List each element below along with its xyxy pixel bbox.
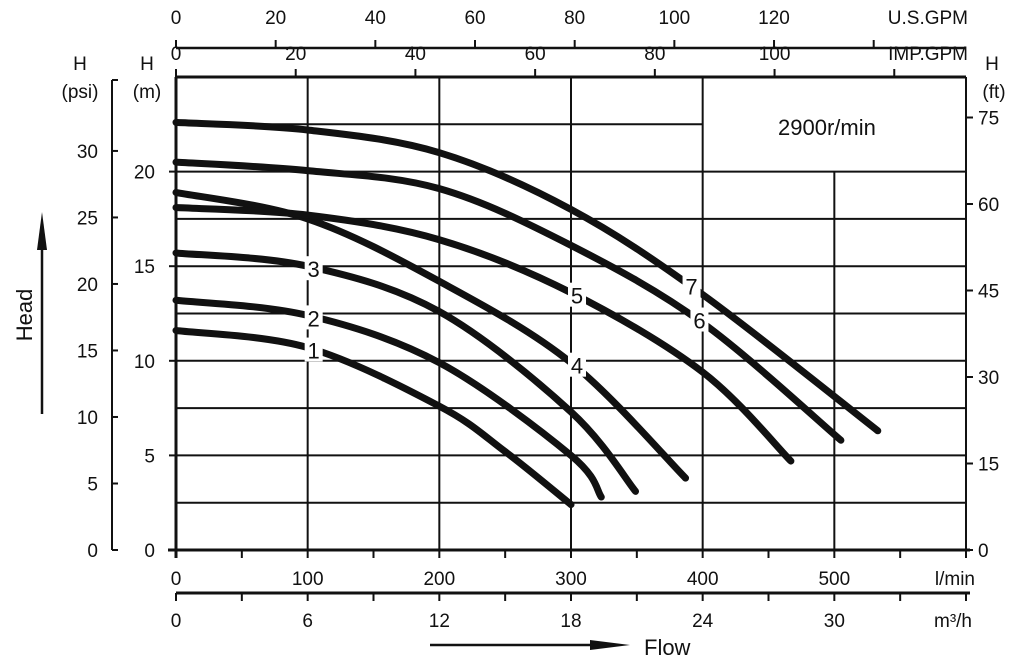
curve-2: [172, 296, 605, 501]
y-tick-label-psi: 20: [77, 275, 98, 296]
y-tick-label-psi: 15: [77, 341, 98, 362]
chart-title: 2900r/min: [778, 115, 876, 140]
y-tick-label-psi: 25: [77, 208, 98, 229]
y-tick-label-ft: 60: [978, 195, 999, 216]
curve-label-bg: [568, 282, 586, 307]
x-tick-label-m3h: 18: [560, 611, 581, 632]
curve-label-bg: [682, 273, 701, 298]
x-tick-label-impgpm: 80: [644, 44, 665, 65]
curve-label-7: 7: [685, 275, 697, 300]
y-tick-label-ft: 0: [978, 541, 989, 562]
curve-label-2: 2: [308, 306, 320, 331]
y-tick-label-psi: 30: [77, 142, 98, 163]
x-axis-unit-m3h: m³/h: [934, 611, 972, 632]
x-tick-label-usgpm: 20: [265, 8, 286, 29]
y-tick-label-ft: 30: [978, 368, 999, 389]
y-tick-label-m: 5: [144, 446, 155, 467]
y-tick-label-m: 15: [134, 257, 155, 278]
curve-label-4: 4: [571, 354, 583, 379]
y-tick-label-psi: 0: [87, 541, 98, 562]
x-tick-label-lmin: 100: [292, 569, 324, 590]
curve-7: [172, 118, 882, 435]
y-tick-label-m: 10: [134, 352, 155, 373]
x-tick-label-usgpm: 40: [365, 8, 386, 29]
y-tick-label-ft: 15: [978, 454, 999, 475]
curve-label-5: 5: [571, 284, 583, 309]
y-tick-label-m: 0: [144, 541, 155, 562]
curve-3: [172, 249, 640, 495]
x-tick-label-m3h: 24: [692, 611, 714, 632]
x-tick-label-impgpm: 100: [759, 44, 791, 65]
x-tick-label-m3h: 12: [429, 611, 450, 632]
y-axis-ft-unit: (ft): [982, 82, 1005, 103]
curve-5: [172, 204, 795, 465]
y-tick-label-psi: 10: [77, 408, 98, 429]
x-tick-label-m3h: 30: [824, 611, 845, 632]
x-tick-label-m3h: 6: [302, 611, 313, 632]
y-axis-psi-unit: (psi): [62, 82, 99, 103]
x-tick-label-impgpm: 0: [171, 44, 182, 65]
curve-1: [172, 327, 575, 509]
y-axis-ft-title: H: [985, 54, 999, 75]
x-tick-label-usgpm: 0: [171, 8, 182, 29]
y-axis-m-title: H: [140, 54, 154, 75]
x-axis-unit-lmin: l/min: [935, 569, 975, 590]
x-tick-label-impgpm: 60: [525, 44, 546, 65]
flow-arrow-head: [590, 640, 630, 650]
x-tick-label-usgpm: 120: [758, 8, 790, 29]
y-axis-psi-title: H: [73, 54, 87, 75]
y-tick-label-ft: 75: [978, 108, 999, 129]
x-tick-label-impgpm: 20: [285, 44, 306, 65]
curve-label-bg: [568, 352, 586, 377]
x-tick-label-impgpm: 40: [405, 44, 426, 65]
y-tick-label-ft: 45: [978, 281, 999, 302]
x-tick-label-lmin: 200: [423, 569, 455, 590]
x-tick-label-usgpm: 80: [564, 8, 585, 29]
y-tick-label-psi: 5: [87, 474, 98, 495]
y-axis-m-unit: (m): [133, 82, 161, 103]
curve-label-bg: [304, 305, 323, 330]
curve-label-bg: [304, 337, 323, 362]
y-axis-label: Head: [12, 289, 37, 342]
curve-label-3: 3: [308, 257, 320, 282]
x-tick-label-m3h: 0: [171, 611, 182, 632]
curve-label-bg: [304, 256, 323, 281]
curve-label-1: 1: [308, 339, 320, 364]
curves: 1 2 3 4 5 6 7: [172, 118, 882, 509]
x-axis-label: Flow: [644, 635, 691, 660]
x-tick-label-lmin: 500: [818, 569, 850, 590]
y-tick-label-m: 20: [134, 163, 155, 184]
x-tick-label-usgpm: 100: [659, 8, 691, 29]
head-arrow-head: [37, 212, 47, 250]
curve-label-6: 6: [693, 309, 705, 334]
x-tick-label-lmin: 300: [555, 569, 587, 590]
x-axis-unit-usgpm: U.S.GPM: [888, 8, 968, 29]
curve-label-bg: [690, 307, 709, 332]
curve-6: [172, 158, 845, 444]
x-tick-label-usgpm: 60: [464, 8, 485, 29]
x-tick-label-lmin: 0: [171, 569, 182, 590]
x-tick-label-lmin: 400: [687, 569, 719, 590]
x-axis-unit-impgpm: IMP.GPM: [888, 44, 968, 65]
